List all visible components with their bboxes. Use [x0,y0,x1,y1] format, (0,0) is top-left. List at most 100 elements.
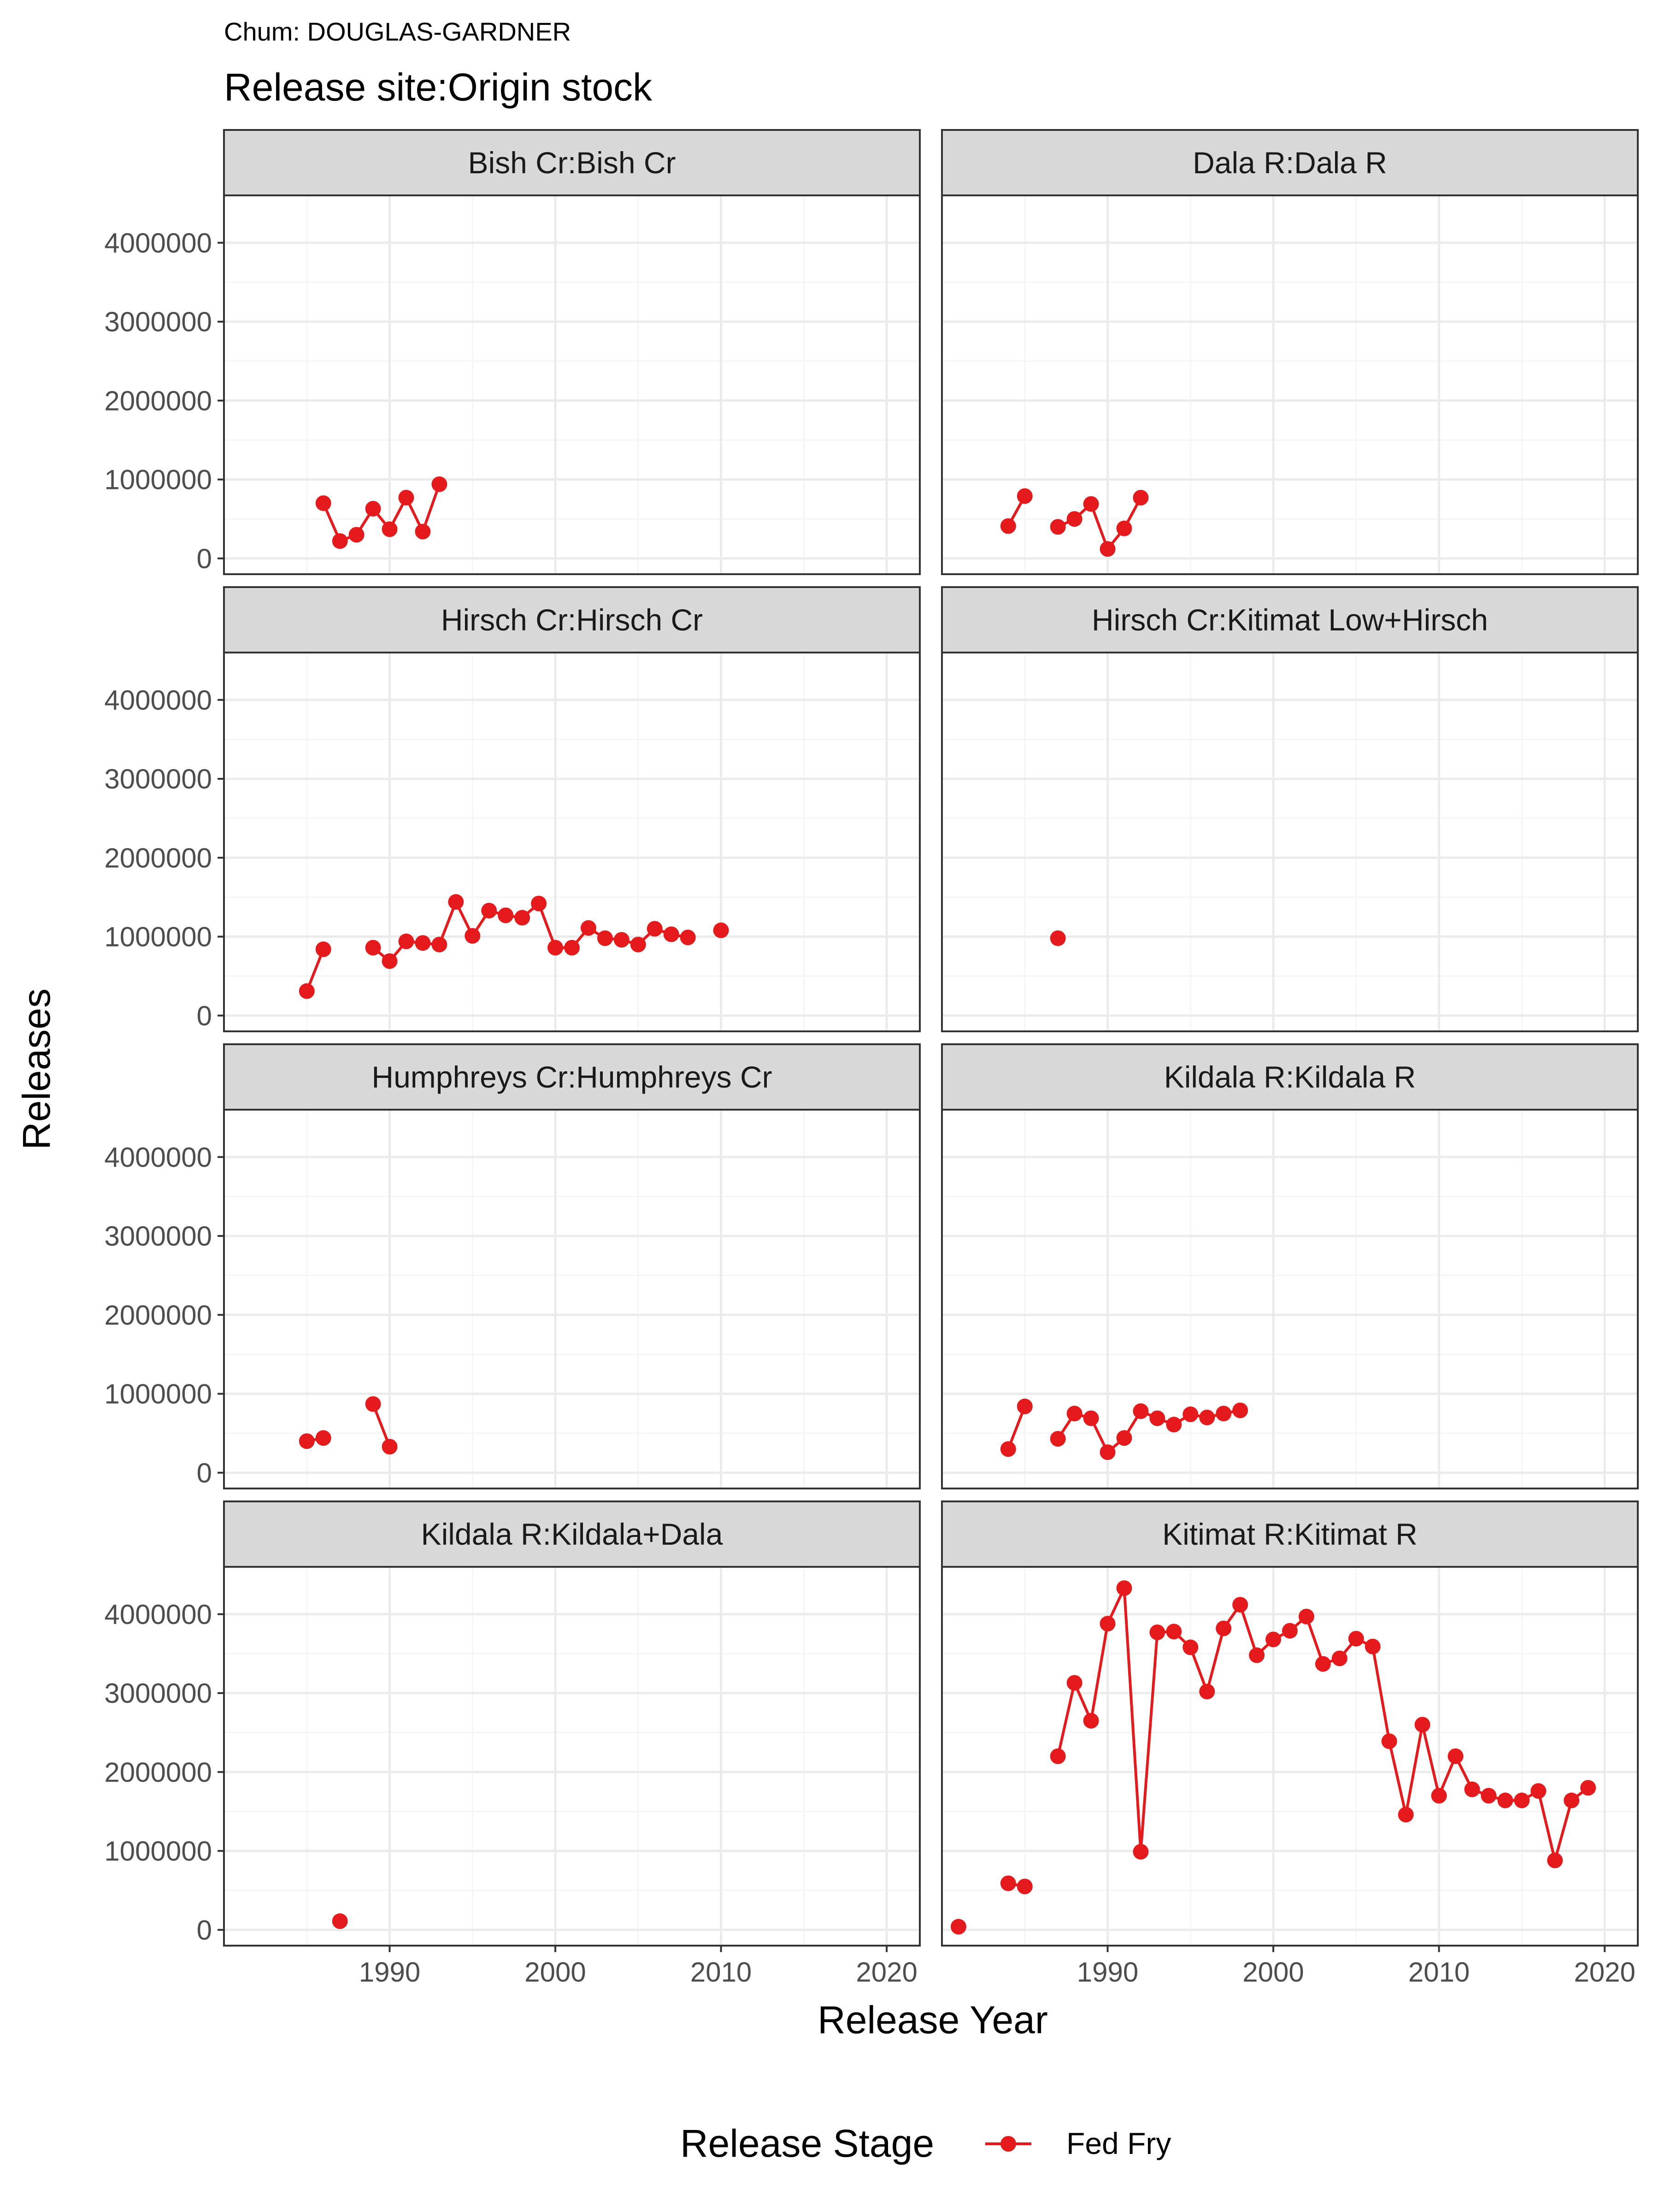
y-tick-label: 4000000 [104,1599,212,1630]
y-tick-label: 0 [197,543,212,574]
facet-strip [223,586,921,653]
data-point [1249,1647,1265,1663]
y-tick-label: 2000000 [104,1757,212,1788]
facet-strip-label: Kitimat R:Kitimat R [1162,1517,1418,1551]
data-point [481,902,497,918]
data-point [498,907,514,924]
data-point [365,500,381,517]
facet-strip [223,129,921,196]
y-tick-label: 0 [197,1915,212,1946]
data-point [1464,1781,1480,1797]
data-point [1100,1444,1116,1460]
data-point [1564,1792,1580,1808]
data-point [950,1918,966,1935]
data-point [1066,511,1082,527]
data-point [365,940,381,956]
data-point [514,910,530,926]
data-point [1414,1717,1430,1733]
data-point [1530,1783,1547,1799]
facet-strip-label: Humphreys Cr:Humphreys Cr [371,1060,772,1094]
data-point [1050,1431,1066,1447]
data-point [1431,1788,1447,1804]
facet-strip [941,586,1639,653]
data-point [1166,1417,1182,1433]
data-point [315,941,331,957]
data-point [365,1396,381,1412]
plot-background [224,1110,920,1488]
plot-background [942,653,1638,1031]
chart-title: Release site:Origin stock [224,65,653,109]
data-point [580,920,596,936]
data-point [382,953,398,969]
data-point [1331,1650,1347,1666]
facet-strip-label: Kildala R:Kildala R [1164,1060,1416,1094]
data-point [1580,1780,1596,1796]
facet-strip [941,1500,1639,1568]
x-tick-label: 1990 [359,1957,420,1988]
data-point [1100,541,1116,557]
y-tick-label: 2000000 [104,842,212,873]
data-point [1083,1410,1099,1426]
data-point [398,933,414,949]
facet-panel-kildala-r-kildala-dala: Kildala R:Kildala+Dala 0 1000000 2000000 300… [104,1500,921,1988]
data-point [1497,1792,1513,1808]
data-point [1050,930,1066,946]
data-point [299,983,315,999]
y-tick-label: 4000000 [104,685,212,716]
facet-panels: Bish Cr:Bish Cr0100000020000003000000400… [104,129,1639,1988]
facet-strip [223,1043,921,1111]
data-point [415,524,431,540]
data-point [1265,1631,1282,1647]
legend-label-fed-fry: Fed Fry [1066,2126,1171,2160]
data-point [531,895,547,912]
data-point [547,940,564,956]
facet-panel-bish-cr-bish-cr: Bish Cr:Bish Cr 0 1000000 2000000 3000000 400… [104,129,921,575]
data-point [465,928,481,944]
data-point [431,476,447,492]
data-point [1017,488,1033,504]
x-tick-label: 2000 [1242,1957,1304,1988]
y-tick-label: 1000000 [104,922,212,953]
data-point [1182,1406,1199,1423]
y-tick-label: 0 [197,1458,212,1488]
x-tick-label: 2000 [524,1957,586,1988]
plot-background [224,653,920,1031]
facet-panel-hirsch-cr-hirsch-cr: Hirsch Cr:Hirsch Cr 0 1000000 2000000 300000… [104,586,921,1032]
data-point [1000,518,1016,534]
data-point [332,533,348,549]
facet-strip-label: Bish Cr:Bish Cr [468,146,676,180]
data-point [1216,1620,1232,1636]
y-tick-label: 3000000 [104,1678,212,1709]
data-point [1017,1398,1033,1414]
y-tick-label: 4000000 [104,228,212,259]
panel-border [941,194,1639,575]
data-point [1116,520,1132,536]
y-tick-label: 0 [197,1000,212,1031]
data-point [1216,1406,1232,1422]
plot-background [224,1567,920,1946]
x-tick-label: 2010 [1408,1957,1470,1988]
data-point [1232,1402,1248,1418]
data-point [431,936,447,953]
data-point [1166,1624,1182,1640]
facet-strip-label: Hirsch Cr:Kitimat Low+Hirsch [1092,603,1488,637]
data-point [1083,1712,1099,1729]
data-point [680,930,696,946]
data-point [415,935,431,951]
data-point [1447,1748,1464,1764]
data-point [1000,1441,1016,1457]
data-point [1182,1639,1199,1655]
y-tick-label: 1000000 [104,1836,212,1867]
plot-background [942,195,1638,574]
facet-strip [941,129,1639,196]
data-point [1066,1406,1082,1422]
facet-panel-kitimat-r-kitimat-r: Kitimat R:Kitimat R 1990 2000 2010 2020 [941,1500,1639,1988]
data-point [1000,1875,1016,1891]
data-point [1133,1403,1149,1419]
data-point [1232,1597,1248,1613]
data-point [1481,1788,1497,1804]
data-point [348,527,365,543]
x-tick-label: 2020 [1574,1957,1635,1988]
data-point [630,936,646,953]
